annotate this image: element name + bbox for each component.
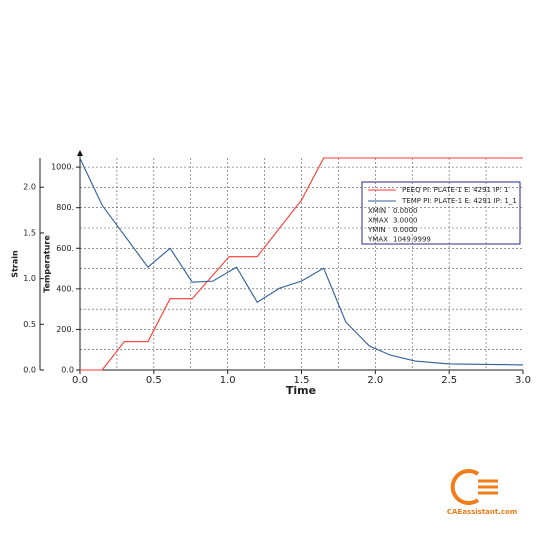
x-tick-label: 2.5 <box>441 375 457 386</box>
y2-tick-label: 1000. <box>51 163 74 172</box>
legend-box <box>361 181 521 245</box>
y-axis-label: Strain <box>11 250 20 278</box>
y2-axis-label: Temperature <box>43 235 52 293</box>
y-tick-label: 2.0 <box>23 183 36 192</box>
data-line <box>80 157 523 371</box>
stat-value: 3.0000 <box>393 217 418 225</box>
y2-tick-label: 200. <box>56 325 74 334</box>
legend-label: PEEQ PI: PLATE-1 E: 4291 IP: 1 <box>402 186 508 194</box>
x-tick-label: 0.0 <box>72 375 88 386</box>
stat-value: 0.0000 <box>393 207 418 215</box>
logo-mark <box>478 479 498 495</box>
x-tick-label: 1.5 <box>294 375 310 386</box>
x-tick-label: 1.0 <box>220 375 236 386</box>
stat-value: 1049.9999 <box>393 236 431 244</box>
data-line <box>79 158 524 366</box>
axis-arrow <box>77 150 83 156</box>
y-tick-label: 1.5 <box>23 228 36 237</box>
y2-tick-label: 400. <box>56 284 74 293</box>
stat-label: YMAX <box>367 236 388 244</box>
stat-label: XMAX <box>368 217 389 225</box>
x-tick-label: 3.0 <box>515 375 531 386</box>
x-axis-label: Time <box>286 384 316 397</box>
logo: CAEassistant.com <box>447 469 517 516</box>
logo-mark <box>450 469 480 505</box>
stat-label: XMIN <box>368 207 386 215</box>
y-tick-label: 1.0 <box>23 274 36 283</box>
stat-value: 0.0000 <box>393 226 418 234</box>
logo-text: CAEassistant.com <box>447 508 517 516</box>
x-tick-label: 0.5 <box>146 375 162 386</box>
y2-tick-label: 800. <box>56 203 74 212</box>
y2-tick-label: 600. <box>56 244 74 253</box>
x-tick-label: 2.0 <box>367 375 383 386</box>
stat-label: YMIN <box>367 226 386 234</box>
y-tick-label: 0.0 <box>23 366 36 375</box>
y2-tick-label: 0.0 <box>61 366 74 375</box>
legend-label: TEMP PI: PLATE-1 E: 4291 IP: 1_1 <box>401 197 517 205</box>
y-tick-label: 0.5 <box>23 320 36 329</box>
